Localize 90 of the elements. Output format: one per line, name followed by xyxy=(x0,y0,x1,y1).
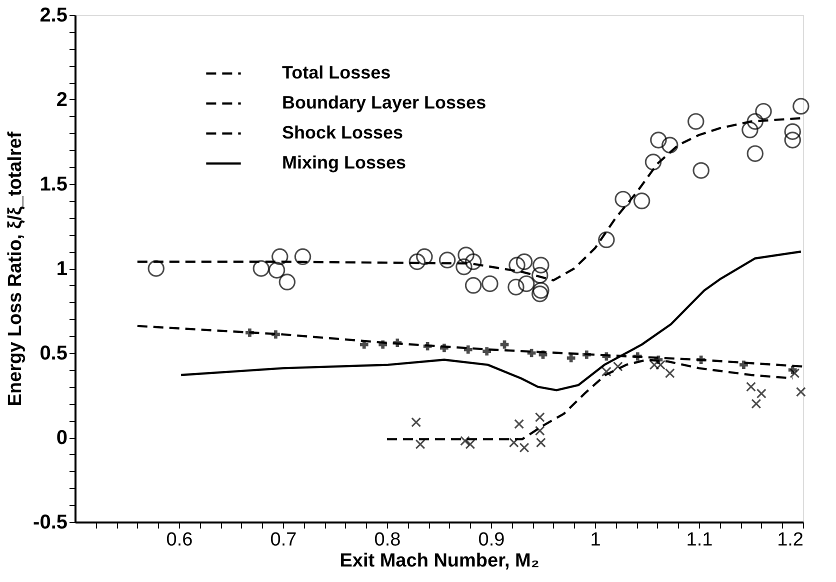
point xyxy=(508,278,524,296)
point xyxy=(751,398,762,409)
x-tick-label: 1.2 xyxy=(777,530,804,550)
point xyxy=(746,145,764,162)
point xyxy=(456,258,472,276)
point xyxy=(508,256,526,274)
point xyxy=(416,248,433,266)
y-tick-label: -0.5 xyxy=(33,512,68,534)
point xyxy=(415,439,426,450)
point xyxy=(518,275,535,292)
point xyxy=(458,246,474,264)
point xyxy=(148,260,165,277)
y-tick-label: 2.5 xyxy=(40,4,68,26)
point xyxy=(602,352,611,361)
point xyxy=(740,360,748,370)
point xyxy=(464,253,482,270)
point xyxy=(661,136,678,154)
y-tick-label: 0 xyxy=(56,427,68,449)
point xyxy=(633,192,650,210)
point xyxy=(464,277,482,294)
point xyxy=(755,102,772,120)
point xyxy=(378,340,388,349)
point xyxy=(538,350,548,359)
point xyxy=(271,248,288,266)
point xyxy=(246,328,254,337)
point xyxy=(460,436,470,446)
point xyxy=(514,418,524,429)
point xyxy=(268,262,286,279)
point xyxy=(393,338,402,348)
legend-label: Mixing Losses xyxy=(282,152,406,172)
point xyxy=(294,248,312,266)
point xyxy=(756,388,766,399)
x-tick-label: 1.1 xyxy=(686,530,713,550)
point xyxy=(519,442,530,453)
point xyxy=(440,344,448,352)
x-tick-label: 0.9 xyxy=(478,530,505,550)
point xyxy=(746,382,756,392)
y-tick-label: 0.5 xyxy=(40,342,68,364)
x-tick-label: 0.8 xyxy=(374,530,401,550)
point xyxy=(633,352,642,361)
point xyxy=(534,412,545,422)
point xyxy=(508,438,519,448)
y-tick-label: 1 xyxy=(56,258,68,280)
x-tick-label: 1 xyxy=(590,530,601,550)
y-tick-label: 2 xyxy=(56,89,68,111)
point xyxy=(696,356,706,364)
x-tick-label: 0.7 xyxy=(270,530,297,550)
point xyxy=(531,266,548,284)
point xyxy=(790,368,800,378)
point xyxy=(601,366,612,377)
legend-label: Total Losses xyxy=(282,62,391,82)
legend-label: Boundary Layer Losses xyxy=(282,92,486,112)
point xyxy=(784,123,801,140)
point xyxy=(252,260,270,277)
point xyxy=(408,253,426,270)
point xyxy=(692,162,710,179)
point xyxy=(614,190,632,208)
point xyxy=(664,368,675,378)
point xyxy=(411,417,422,428)
point xyxy=(536,438,546,448)
point xyxy=(582,350,591,359)
point xyxy=(687,113,704,130)
point xyxy=(423,342,432,350)
point xyxy=(482,347,492,356)
point xyxy=(272,330,280,339)
point xyxy=(532,256,550,274)
y-axis-title: Energy Loss Ratio, ξ/ξ_totalref xyxy=(5,131,26,406)
point xyxy=(464,345,472,354)
point xyxy=(598,231,615,248)
point xyxy=(465,439,476,450)
point xyxy=(746,113,764,130)
y-tick-label: 1.5 xyxy=(40,174,68,196)
legend-label: Shock Losses xyxy=(282,122,404,142)
point xyxy=(796,386,806,397)
point xyxy=(644,154,662,170)
point xyxy=(438,252,456,268)
x-axis-title: Exit Mach Number, M₂ xyxy=(340,550,540,572)
point xyxy=(612,362,623,372)
point xyxy=(784,132,801,148)
point xyxy=(532,282,550,299)
point xyxy=(792,98,810,115)
point xyxy=(566,354,576,362)
point xyxy=(516,253,533,270)
x-tick-label: 0.6 xyxy=(166,530,193,550)
point xyxy=(650,132,667,148)
point xyxy=(278,274,296,290)
point xyxy=(534,426,545,436)
point xyxy=(742,122,758,138)
point xyxy=(531,285,548,302)
point xyxy=(482,275,498,292)
